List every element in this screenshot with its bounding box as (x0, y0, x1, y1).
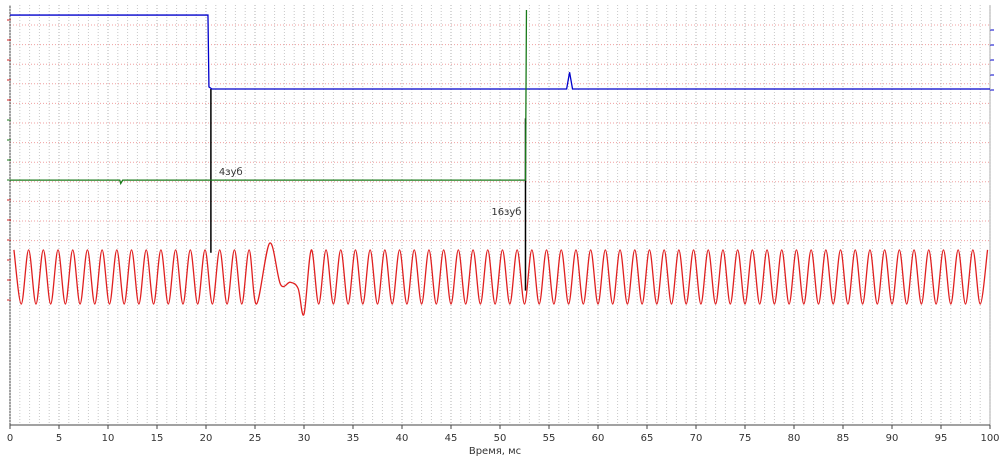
x-tick-label: 55 (543, 433, 556, 444)
x-tick-label: 65 (641, 433, 654, 444)
x-tick-label: 40 (396, 433, 409, 444)
x-tick-label: 75 (739, 433, 752, 444)
x-tick-label: 70 (690, 433, 703, 444)
marker-label: 16зуб (491, 207, 521, 218)
x-tick-label: 45 (445, 433, 458, 444)
x-tick-label: 95 (935, 433, 948, 444)
x-axis-label: Время, мс (469, 446, 521, 457)
x-tick-label: 0 (7, 433, 13, 444)
x-tick-label: 85 (837, 433, 850, 444)
x-tick-label: 15 (151, 433, 164, 444)
x-tick-label: 25 (249, 433, 262, 444)
x-tick-label: 50 (494, 433, 507, 444)
signal-line (13, 242, 989, 316)
signal-line (10, 14, 990, 90)
x-tick-label: 20 (200, 433, 213, 444)
x-tick-label: 90 (886, 433, 899, 444)
x-tick-label: 60 (592, 433, 605, 444)
x-tick-label: 80 (788, 433, 801, 444)
x-tick-label: 5 (56, 433, 62, 444)
marker-label: 4зуб (219, 167, 243, 178)
x-tick-label: 100 (980, 433, 999, 444)
signal-line (10, 10, 528, 186)
x-tick-label: 30 (298, 433, 311, 444)
x-tick-label: 10 (102, 433, 115, 444)
x-tick-label: 35 (347, 433, 360, 444)
